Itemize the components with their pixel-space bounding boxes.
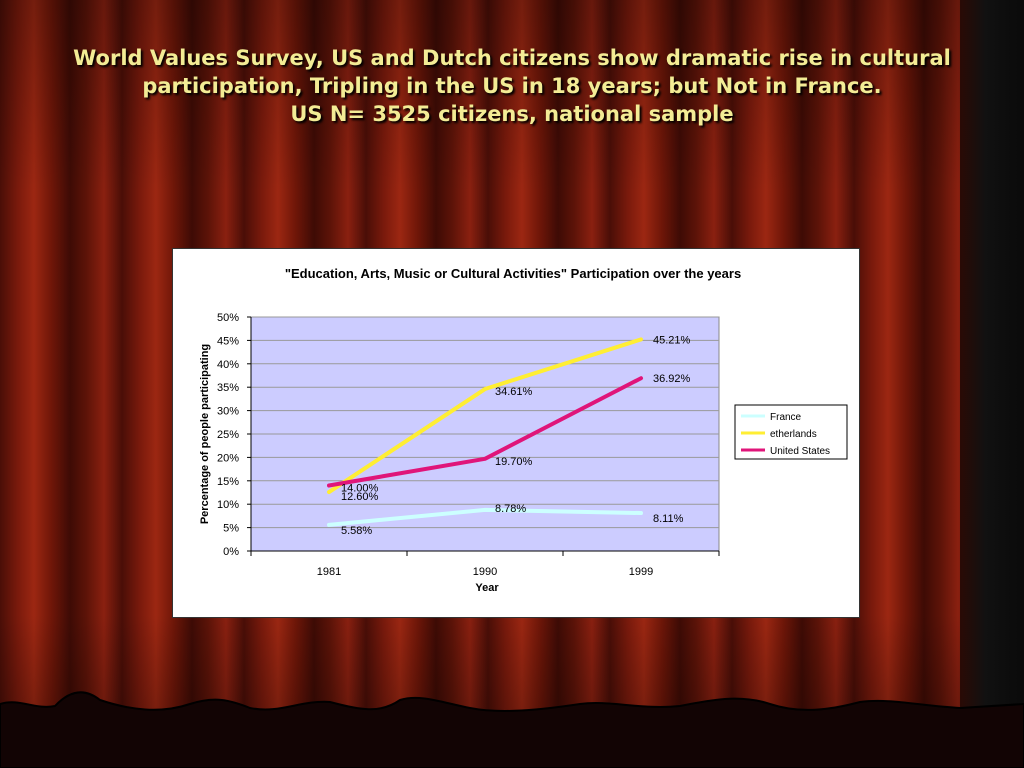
chart-title: "Education, Arts, Music or Cultural Acti… [285,266,741,281]
slide-title-line-1: World Values Survey, US and Dutch citize… [73,46,951,70]
y-tick-label: 25% [217,429,239,441]
line-chart: "Education, Arts, Music or Cultural Acti… [199,266,848,594]
y-tick-label: 0% [223,546,239,558]
series-line [327,337,643,495]
data-label: 8.11% [653,513,684,525]
y-tick-label: 5% [223,523,239,535]
data-label: 45.21% [653,334,691,346]
y-tick-label: 10% [217,499,239,511]
slide-title: World Values Survey, US and Dutch citize… [60,44,964,128]
series-line [327,376,643,488]
slide-title-line-2: participation, Tripling in the US in 18 … [142,74,882,98]
y-tick-label: 40% [217,359,239,371]
y-axis-label: Percentage of people participating [199,344,211,524]
data-label: 12.60% [341,491,379,503]
legend-entry: United States [770,446,830,457]
data-label: 5.58% [341,525,372,537]
curtain-hem [0,691,1024,768]
legend-entry: France [770,412,802,423]
data-label: 8.78% [495,503,526,515]
y-tick-label: 15% [217,476,239,488]
data-label: 19.70% [495,456,533,468]
x-axis-label: Year [475,582,499,594]
slide-title-line-3: US N= 3525 citizens, national sample [290,102,734,126]
chart-panel: "Education, Arts, Music or Cultural Acti… [172,248,860,618]
y-tick-label: 20% [217,452,239,464]
legend-entry: etherlands [770,429,817,440]
x-tick-label: 1990 [473,566,497,578]
x-tick-label: 1999 [629,566,653,578]
series-line [327,507,643,527]
y-tick-label: 45% [217,335,239,347]
y-tick-label: 30% [217,406,239,418]
data-label: 34.61% [495,386,533,398]
y-tick-label: 35% [217,382,239,394]
x-tick-label: 1981 [317,566,341,578]
data-label: 14.00% [341,482,379,494]
y-tick-label: 50% [217,312,239,324]
stage-side-wing [960,0,1024,768]
data-label: 36.92% [653,373,691,385]
